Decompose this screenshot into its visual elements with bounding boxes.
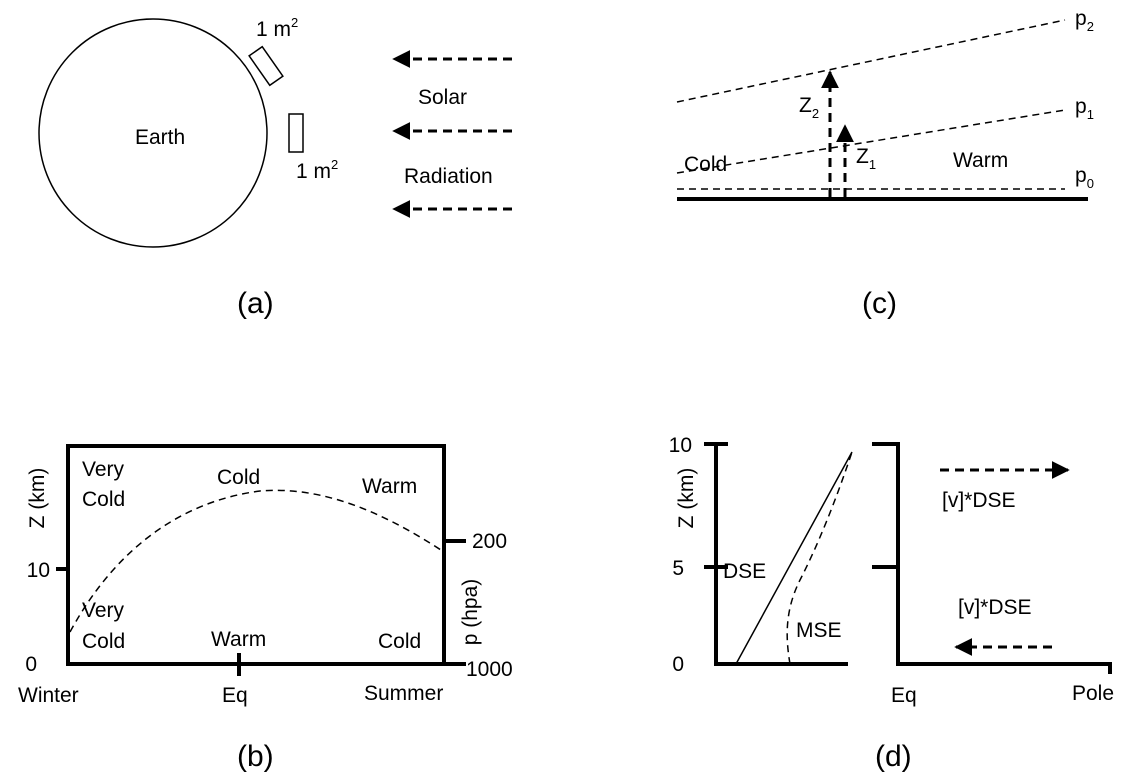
warm-label: Warm: [953, 149, 1008, 172]
region-lower-right: Cold: [378, 630, 421, 653]
mse-profile-curve: [786, 451, 853, 665]
p-tick-label-200: 200: [472, 530, 507, 553]
unit-area-top-label: 1 m2: [256, 15, 298, 41]
pressure-surface-p1: [676, 109, 1066, 174]
unit-area-top: [248, 45, 284, 87]
solar-label: Solar: [418, 86, 467, 109]
x-label-eq: Eq: [222, 684, 248, 707]
z-tick-label-0: 0: [25, 653, 37, 676]
pressure-surface-p2: [676, 19, 1066, 103]
z-tick-label-0: 0: [672, 653, 684, 676]
z-axis-label: Z (km): [26, 468, 49, 529]
tropopause-curve: [69, 489, 445, 633]
x-label-summer: Summer: [364, 682, 443, 705]
z-tick-label-10: 10: [27, 559, 50, 582]
cold-label: Cold: [684, 153, 727, 176]
region-lower-left-1: Very: [82, 599, 125, 622]
p-tick-label-1000: 1000: [466, 658, 513, 681]
unit-area-side: [288, 113, 304, 153]
caption-c: (c): [862, 287, 897, 320]
radiation-label: Radiation: [404, 165, 493, 188]
region-lower-mid: Warm: [211, 628, 266, 651]
region-upper-mid: Cold: [217, 466, 260, 489]
region-lower-left-2: Cold: [82, 630, 125, 653]
mse-label: MSE: [796, 619, 842, 642]
earth-circle: [38, 18, 268, 248]
x-label-pole: Pole: [1072, 682, 1114, 705]
caption-d: (d): [875, 740, 912, 773]
domain-box: [66, 444, 446, 666]
z-axis-label: Z (km): [675, 468, 698, 529]
panel-a: Earth 1 m2 1 m2 Solar Radiation (a): [38, 15, 512, 320]
p2-label: p2: [1075, 7, 1094, 34]
z-tick-label-10: 10: [669, 434, 692, 457]
z2-label: Z2: [799, 94, 819, 121]
z1-label: Z1: [856, 145, 876, 172]
p0-label: p0: [1075, 164, 1094, 191]
p1-label: p1: [1075, 95, 1094, 122]
x-label-winter: Winter: [18, 684, 79, 707]
earth-label: Earth: [135, 126, 185, 149]
caption-a: (a): [237, 287, 274, 320]
region-upper-left-2: Cold: [82, 488, 125, 511]
panel-d: Z (km) 10 5 0 DSE MSE [v]*DSE [v]*DSE Eq…: [669, 434, 1114, 773]
panel-b: Z (km) 10 0 200 1000 p (hpa) Winter Eq S…: [18, 444, 513, 773]
unit-area-side-label: 1 m2: [296, 157, 338, 183]
panel-c: Z2 Z1 p2 p1 p0 Cold Warm (c): [676, 7, 1094, 320]
dse-profile-line: [735, 451, 853, 665]
region-upper-right: Warm: [362, 475, 417, 498]
dse-label: DSE: [723, 560, 766, 583]
caption-b: (b): [237, 740, 274, 773]
region-upper-left-1: Very: [82, 458, 125, 481]
z-tick-label-5: 5: [672, 557, 684, 580]
flux-top-label: [v]*DSE: [942, 489, 1016, 512]
flux-bottom-label: [v]*DSE: [958, 596, 1032, 619]
x-label-eq: Eq: [891, 684, 917, 707]
p-axis-label: p (hpa): [459, 579, 482, 646]
